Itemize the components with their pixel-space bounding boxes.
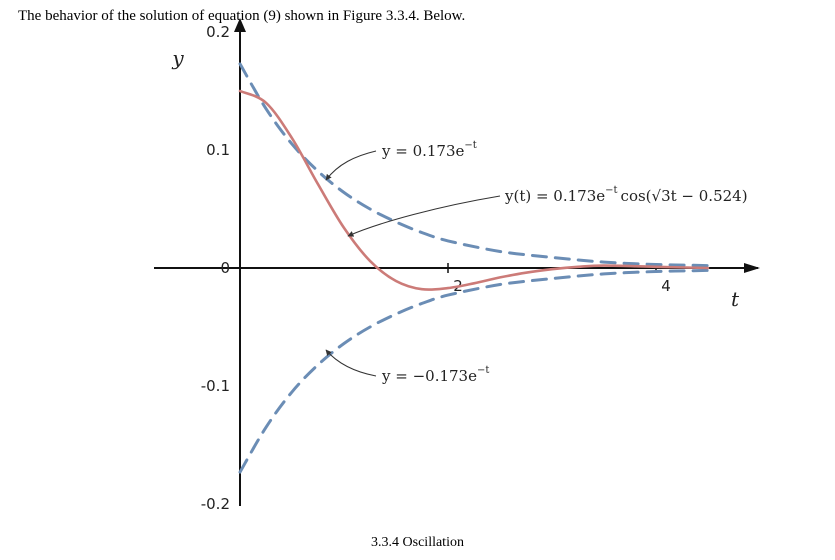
lower-annotation-exponent: −t (477, 365, 489, 376)
lower-annotation-base: y = −0.173e (381, 367, 477, 385)
y-tick-label: 0 (220, 259, 230, 277)
upper-annotation: y = 0.173e−t (381, 140, 477, 160)
x-axis-arrow (744, 263, 760, 273)
lower-leader-arrow (325, 349, 377, 377)
solution-annotation-tail: cos(√3t − 0.524) (621, 187, 748, 205)
solution-annotation-exponent: −t (605, 185, 617, 196)
upper-curve (238, 62, 710, 268)
solution-annotation: y(t) = 0.173e−t cos(√3t − 0.524) (504, 185, 748, 205)
upper-annotation-exponent: −t (464, 140, 476, 151)
x-tick-label: 4 (661, 277, 671, 295)
solution-leader-arrow (347, 195, 501, 237)
series-group (238, 62, 710, 474)
y-tick-label: -0.1 (201, 377, 230, 395)
y-tick-label: -0.2 (201, 495, 230, 513)
lower-curve (238, 268, 710, 474)
x-axis-label: t (731, 287, 740, 311)
y-axis-label: y (171, 46, 184, 70)
lower-annotation: y = −0.173e−t (381, 365, 489, 385)
figure-caption: 3.3.4 Oscillation (371, 535, 464, 550)
upper-annotation-base: y = 0.173e (381, 142, 465, 160)
annotations-group: y = 0.173e−ty(t) = 0.173e−t cos(√3t − 0.5… (325, 140, 748, 385)
y-axis-arrow (234, 18, 246, 32)
solution-annotation-base: y(t) = 0.173e (504, 187, 605, 205)
y-tick-label: 0.1 (206, 141, 230, 159)
upper-leader-arrow (325, 150, 377, 181)
header-caption: The behavior of the solution of equation… (18, 8, 466, 24)
y-tick-label: 0.2 (206, 23, 230, 41)
solution-curve (238, 89, 710, 291)
